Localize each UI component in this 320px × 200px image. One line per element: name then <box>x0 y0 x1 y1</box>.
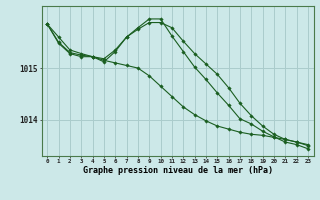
X-axis label: Graphe pression niveau de la mer (hPa): Graphe pression niveau de la mer (hPa) <box>83 166 273 175</box>
